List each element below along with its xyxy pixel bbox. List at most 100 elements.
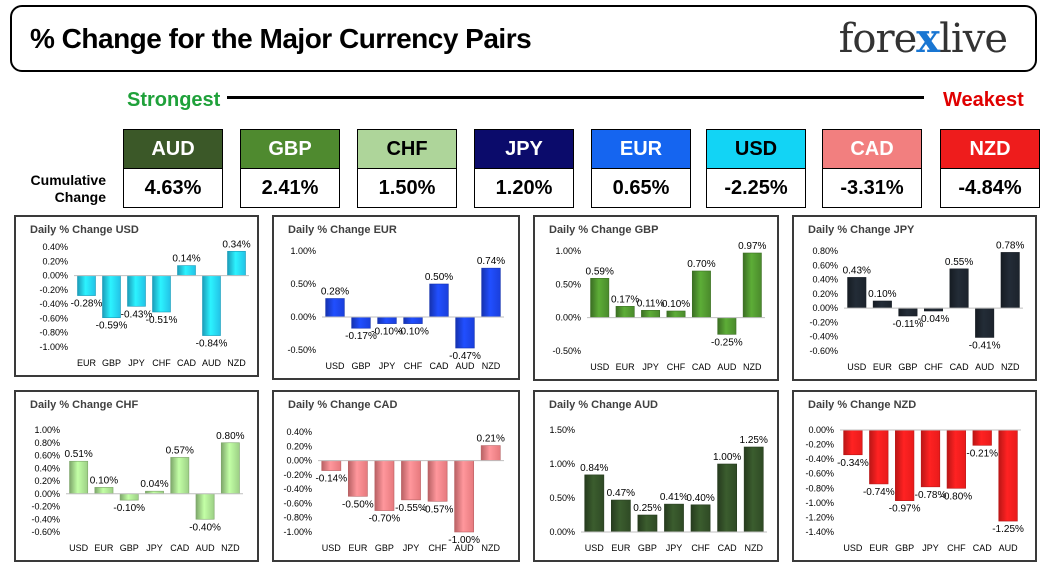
bar-chf [403,316,423,324]
bar-cad [691,270,711,318]
y-tick-label: -0.50% [287,345,316,355]
bar-nzd [480,445,501,461]
currency-code: GBP [241,130,339,169]
y-tick-label: -0.60% [805,469,834,479]
bar-usd [325,298,345,318]
x-tick-label: EUR [869,543,889,553]
x-tick-label: CAD [718,543,738,553]
y-tick-label: -1.40% [805,527,834,537]
bar-cad [972,429,992,446]
bar-nzd [743,446,764,533]
bar-jpy [641,310,661,318]
x-tick-label: AUD [455,361,475,371]
bar-aud [455,316,475,349]
data-label: -0.59% [96,321,128,332]
bar-chf [666,310,686,318]
x-tick-label: GBP [375,543,394,553]
data-label: -0.70% [369,514,401,525]
x-tick-label: USD [69,543,89,553]
x-tick-label: GBP [898,362,917,372]
data-label: 0.50% [425,272,453,283]
y-tick-label: 0.00% [42,271,68,281]
chart-panel-usd: Daily % Change USD 0.40% 0.20% 0.00% -0.20% -… [14,215,259,377]
data-label: 0.40% [686,493,714,504]
x-tick-label: NZD [481,543,500,553]
bar-chart: Daily % Change CAD0.40%0.20%0.00%-0.20%-… [283,399,505,553]
data-label: 0.21% [477,434,505,445]
logo-text-right: live [939,16,1008,62]
bar-nzd [220,442,240,495]
y-tick-label: 0.00% [290,312,316,322]
bar-chart: Daily % Change JPY 0.80% 0.60% 0.40% 0.20% 0.… [808,224,1024,372]
data-label: -0.04% [918,314,950,325]
data-label: 0.41% [660,492,688,503]
x-tick-label: CHF [428,543,447,553]
x-tick-label: AUD [717,362,737,372]
forexlive-logo: forexlive [838,15,1008,62]
y-tick-label: -0.40% [805,454,834,464]
cumulative-value: 1.20% [475,169,573,207]
chart-title: Daily % Change EUR [288,224,397,236]
bar-usd [584,474,605,533]
chart-title: Daily % Change NZD [808,399,916,411]
x-tick-label: JPY [403,543,420,553]
x-tick-label: NZD [744,543,763,553]
data-label: -0.14% [315,474,347,485]
bar-gbp [898,307,918,317]
x-tick-label: EUR [616,362,636,372]
chart-title: Daily % Change AUD [549,399,658,411]
x-tick-label: CHF [691,543,710,553]
chart-panel-nzd: Daily % Change NZD 0.00% -0.20% -0.40% -0.60… [792,390,1037,562]
bar-jpy [664,503,684,533]
x-tick-label: CAD [973,543,993,553]
y-tick-label: 0.40% [42,242,68,252]
chart-title: Daily % Change GBP [549,224,658,236]
x-tick-label: AUD [975,362,995,372]
data-label: 0.17% [611,294,639,305]
data-label: 0.74% [477,256,505,267]
bar-chf [152,275,171,313]
y-tick-label: -0.80% [805,483,834,493]
bar-chart: Daily % Change CHF 1.00% 0.80% 0.60% 0.40% 0.… [30,399,245,553]
y-tick-label: -0.20% [31,502,60,512]
data-label: 0.57% [166,445,194,456]
cumulative-change-label: Cumulative Change [30,172,106,205]
chart-panel-jpy: Daily % Change JPY 0.80% 0.60% 0.40% 0.20% 0.… [792,215,1037,381]
bar-gbp [102,275,121,319]
y-tick-label: -0.40% [809,332,838,342]
x-tick-label: USD [325,361,345,371]
y-tick-label: -0.20% [805,440,834,450]
y-tick-label: 0.80% [34,438,60,448]
x-tick-label: CHF [947,543,966,553]
data-label: 0.14% [172,254,200,265]
bar-eur [615,306,635,318]
bar-gbp [637,514,658,533]
chart-panel-chf: Daily % Change CHF 1.00% 0.80% 0.60% 0.40% 0.… [14,390,259,562]
data-label: -0.34% [837,458,869,469]
currency-box-usd: USD -2.25% [706,129,806,208]
y-tick-label: 0.00% [555,313,581,323]
logo-x: x [916,15,940,62]
bar-usd [847,277,867,309]
bar-aud [454,460,475,533]
y-tick-label: -1.00% [39,342,68,352]
x-tick-label: CAD [950,362,970,372]
y-tick-label: -0.20% [283,470,312,480]
data-label: -0.50% [342,499,374,510]
bar-chf [690,504,711,533]
x-tick-label: USD [322,543,342,553]
y-tick-label: -0.60% [809,346,838,356]
currency-code: EUR [592,130,690,169]
data-label: -0.11% [892,319,923,330]
logo-text-left: fore [838,16,918,62]
y-tick-label: -0.60% [31,527,60,537]
x-tick-label: CAD [692,362,712,372]
data-label: 1.25% [740,435,768,446]
bar-jpy [401,460,421,501]
y-tick-label: -0.20% [39,285,68,295]
bar-eur [347,460,368,497]
y-tick-label: -1.20% [805,512,834,522]
y-tick-label: -0.20% [809,317,838,327]
currency-code: CHF [358,130,456,169]
bar-jpy [377,316,397,324]
